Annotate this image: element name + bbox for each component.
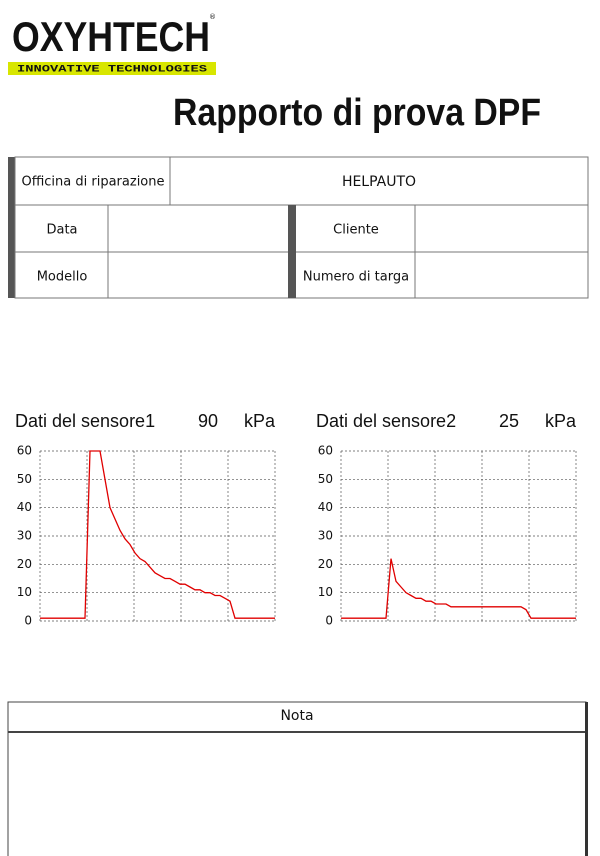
sensor-unit: kPa	[244, 411, 276, 431]
form-value: HELPAUTO	[342, 174, 416, 190]
logo-tagline: INNOVATIVE TECHNOLOGIES	[17, 65, 207, 76]
data-line	[40, 450, 275, 619]
logo-mark: ®	[209, 13, 216, 21]
notes-box: Nota	[7, 701, 588, 856]
y-tick-label: 10	[17, 585, 32, 599]
y-tick-label: 60	[318, 444, 333, 458]
chart-title: Dati del sensore1	[15, 411, 155, 431]
form-label: Numero di targa	[303, 270, 409, 285]
form-label: Modello	[37, 270, 88, 285]
sensor-reading: 25	[499, 411, 519, 431]
sensor-reading: 90	[198, 411, 218, 431]
form-table: Officina di riparazione HELPAUTO Data Cl…	[8, 156, 589, 299]
y-tick-label: 20	[318, 557, 333, 571]
y-tick-label: 10	[318, 585, 333, 599]
y-tick-label: 0	[24, 614, 32, 628]
report-title: Rapporto di prova DPF	[173, 92, 541, 134]
chart-title: Dati del sensore2	[316, 411, 456, 431]
form-label: Data	[46, 223, 77, 238]
logo-bar	[8, 62, 216, 75]
form-label: Officina di riparazione	[21, 175, 164, 190]
form-label: Cliente	[333, 223, 379, 238]
notes-title: Nota	[280, 708, 313, 724]
y-tick-label: 60	[17, 444, 32, 458]
data-line	[341, 558, 576, 619]
notes-border	[585, 702, 588, 856]
form-frame	[14, 156, 589, 299]
y-tick-label: 40	[318, 500, 333, 514]
sensor-unit: kPa	[545, 411, 577, 431]
form-border	[8, 157, 15, 298]
y-tick-label: 30	[17, 529, 32, 543]
form-divider	[288, 205, 296, 298]
y-tick-label: 30	[318, 529, 333, 543]
logo-name: OXYHTECH	[12, 13, 210, 60]
y-tick-label: 50	[17, 472, 32, 486]
y-tick-label: 50	[318, 472, 333, 486]
y-tick-label: 20	[17, 557, 32, 571]
y-tick-label: 40	[17, 500, 32, 514]
y-tick-label: 0	[325, 614, 333, 628]
notes-frame	[7, 701, 587, 856]
